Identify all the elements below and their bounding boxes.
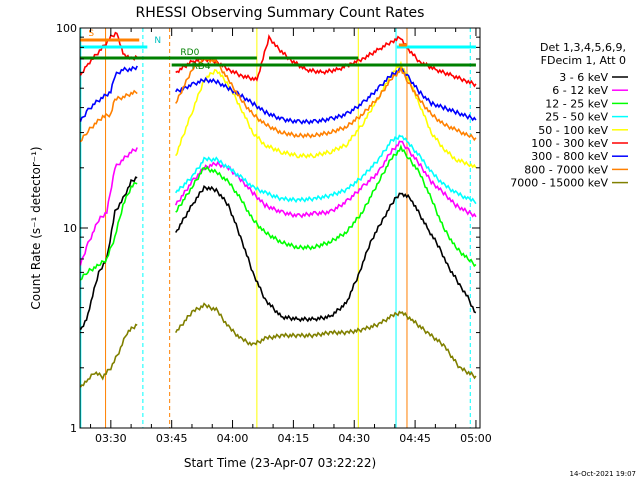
- legend-header-line-1: Det 1,3,4,5,6,9,: [540, 41, 626, 54]
- x-tick-label-3: 04:15: [278, 432, 310, 445]
- plot-area: S N RD0 RD4: [79, 28, 477, 428]
- flag-label-s: S: [88, 29, 94, 39]
- series-line-7000-15000-kev-seg-1: [174, 302, 477, 380]
- series-line-50-100-kev-seg-0: [175, 60, 477, 169]
- y-axis-label: Count Rate (s⁻¹ detector⁻¹): [29, 146, 43, 309]
- x-tick-label-4: 04:30: [338, 432, 370, 445]
- x-tick-label-6: 05:00: [460, 432, 492, 445]
- series-line-25-50-kev-seg-0: [175, 134, 477, 205]
- y-tick-label-2: 100: [56, 22, 77, 35]
- x-tick-label-5: 04:45: [399, 432, 431, 445]
- y-tick-label-0: 1: [70, 422, 77, 435]
- series-line-12-25-kev-seg-0: [79, 181, 138, 281]
- series-line-7000-15000-kev-seg-0: [79, 323, 138, 388]
- series-line-300-800-kev-seg-1: [175, 67, 477, 125]
- flag-label-rd4: RD4: [192, 62, 211, 72]
- legend-label-4: 50 - 100 keV: [538, 124, 608, 137]
- legend-label-3: 25 - 50 keV: [545, 111, 608, 124]
- x-tick-label-2: 04:00: [217, 432, 249, 445]
- x-tick-label-1: 03:45: [156, 432, 188, 445]
- series-line-3-6-kev-seg-0: [79, 176, 138, 331]
- legend-label-8: 7000 - 15000 keV: [510, 177, 608, 190]
- legend-label-7: 800 - 7000 keV: [524, 163, 608, 176]
- series-line-100-300-kev-seg-1: [175, 34, 477, 88]
- legend-label-5: 100 - 300 keV: [531, 137, 608, 150]
- series-line-800-7000-kev-seg-0: [79, 89, 138, 143]
- series-line-3-6-kev-seg-1: [175, 184, 477, 323]
- legend-header-line-2: FDecim 1, Att 0: [541, 54, 626, 67]
- axes-frame: [79, 27, 481, 429]
- chart-title: RHESSI Observing Summary Count Rates: [136, 5, 425, 21]
- y-tick-label-1: 10: [63, 222, 77, 235]
- x-axis-label: Start Time (23-Apr-07 03:22:22): [184, 456, 376, 470]
- legend-label-2: 12 - 25 keV: [545, 97, 608, 110]
- legend-label-0: 3 - 6 keV: [559, 71, 608, 84]
- legend-label-6: 300 - 800 keV: [531, 150, 608, 163]
- flag-label-rd0: RD0: [180, 48, 199, 58]
- series-line-6-12-kev-seg-0: [79, 147, 138, 266]
- flag-label-n: N: [154, 36, 161, 46]
- legend-label-1: 6 - 12 keV: [552, 84, 608, 97]
- footer-date: 14-Oct-2021 19:07: [570, 470, 636, 478]
- axes: 1 10 100 03:30 03:45 04:00 04:15 04:30 04:45 05:0…: [56, 22, 492, 445]
- x-tick-label-0: 03:30: [95, 432, 127, 445]
- series-line-300-800-kev-seg-0: [79, 65, 138, 122]
- series-line-800-7000-kev-seg-1: [175, 56, 477, 142]
- series-line-12-25-kev-seg-1: [175, 144, 477, 268]
